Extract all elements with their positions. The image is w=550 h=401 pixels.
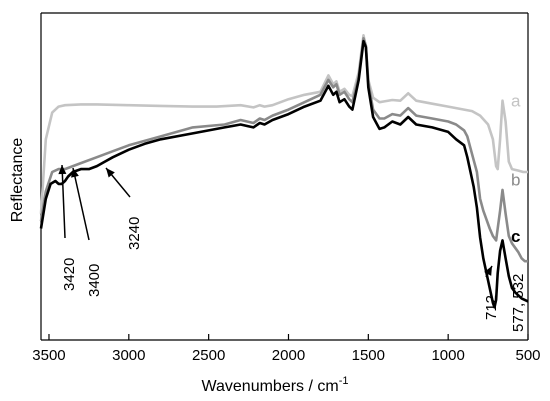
series-label-c: c: [511, 227, 520, 246]
x-tick-label-2500: 2500: [192, 347, 225, 364]
x-tick-label-2000: 2000: [272, 347, 305, 364]
x-tick-label-3500: 3500: [32, 347, 65, 364]
x-tick-label-3000: 3000: [112, 347, 145, 364]
annotation-577-532: 577, 532: [510, 274, 527, 332]
series-line-b: [39, 37, 528, 263]
series-line-c: [39, 39, 529, 309]
x-axis-title: Wavenumbers / cm-1: [202, 375, 349, 395]
annotation-712: 712: [483, 295, 500, 320]
arrow-3400-head: [71, 168, 79, 178]
arrow-3400-shaft: [72, 167, 90, 241]
annotation-3400: 3400: [86, 264, 103, 297]
x-tick-label-500: 500: [515, 347, 540, 364]
series-label-b: b: [511, 170, 520, 189]
x-tick-label-1000: 1000: [431, 347, 464, 364]
plot-frame: [40, 12, 529, 341]
series-label-a: a: [511, 92, 521, 111]
arrow-3420-shaft: [61, 164, 66, 239]
arrow-3420-head: [58, 165, 67, 175]
series-layer: [39, 34, 529, 309]
arrow-712-head: [484, 266, 492, 276]
x-ticks: 3500 3000 2500 2000 1500 1000 500: [32, 334, 541, 364]
x-tick-label-1500: 1500: [352, 347, 385, 364]
x-axis-title-superscript: -1: [339, 375, 349, 387]
x-axis-title-text: Wavenumbers / cm: [202, 378, 339, 395]
annotations: 3420 3400 3240 712 577, 532: [58, 164, 527, 332]
series-labels: a b c: [511, 92, 521, 246]
arrow-3240-head: [106, 168, 115, 178]
y-axis-title: Reflectance: [9, 138, 26, 223]
annotation-3420: 3420: [61, 258, 78, 291]
annotation-3240: 3240: [126, 217, 143, 250]
